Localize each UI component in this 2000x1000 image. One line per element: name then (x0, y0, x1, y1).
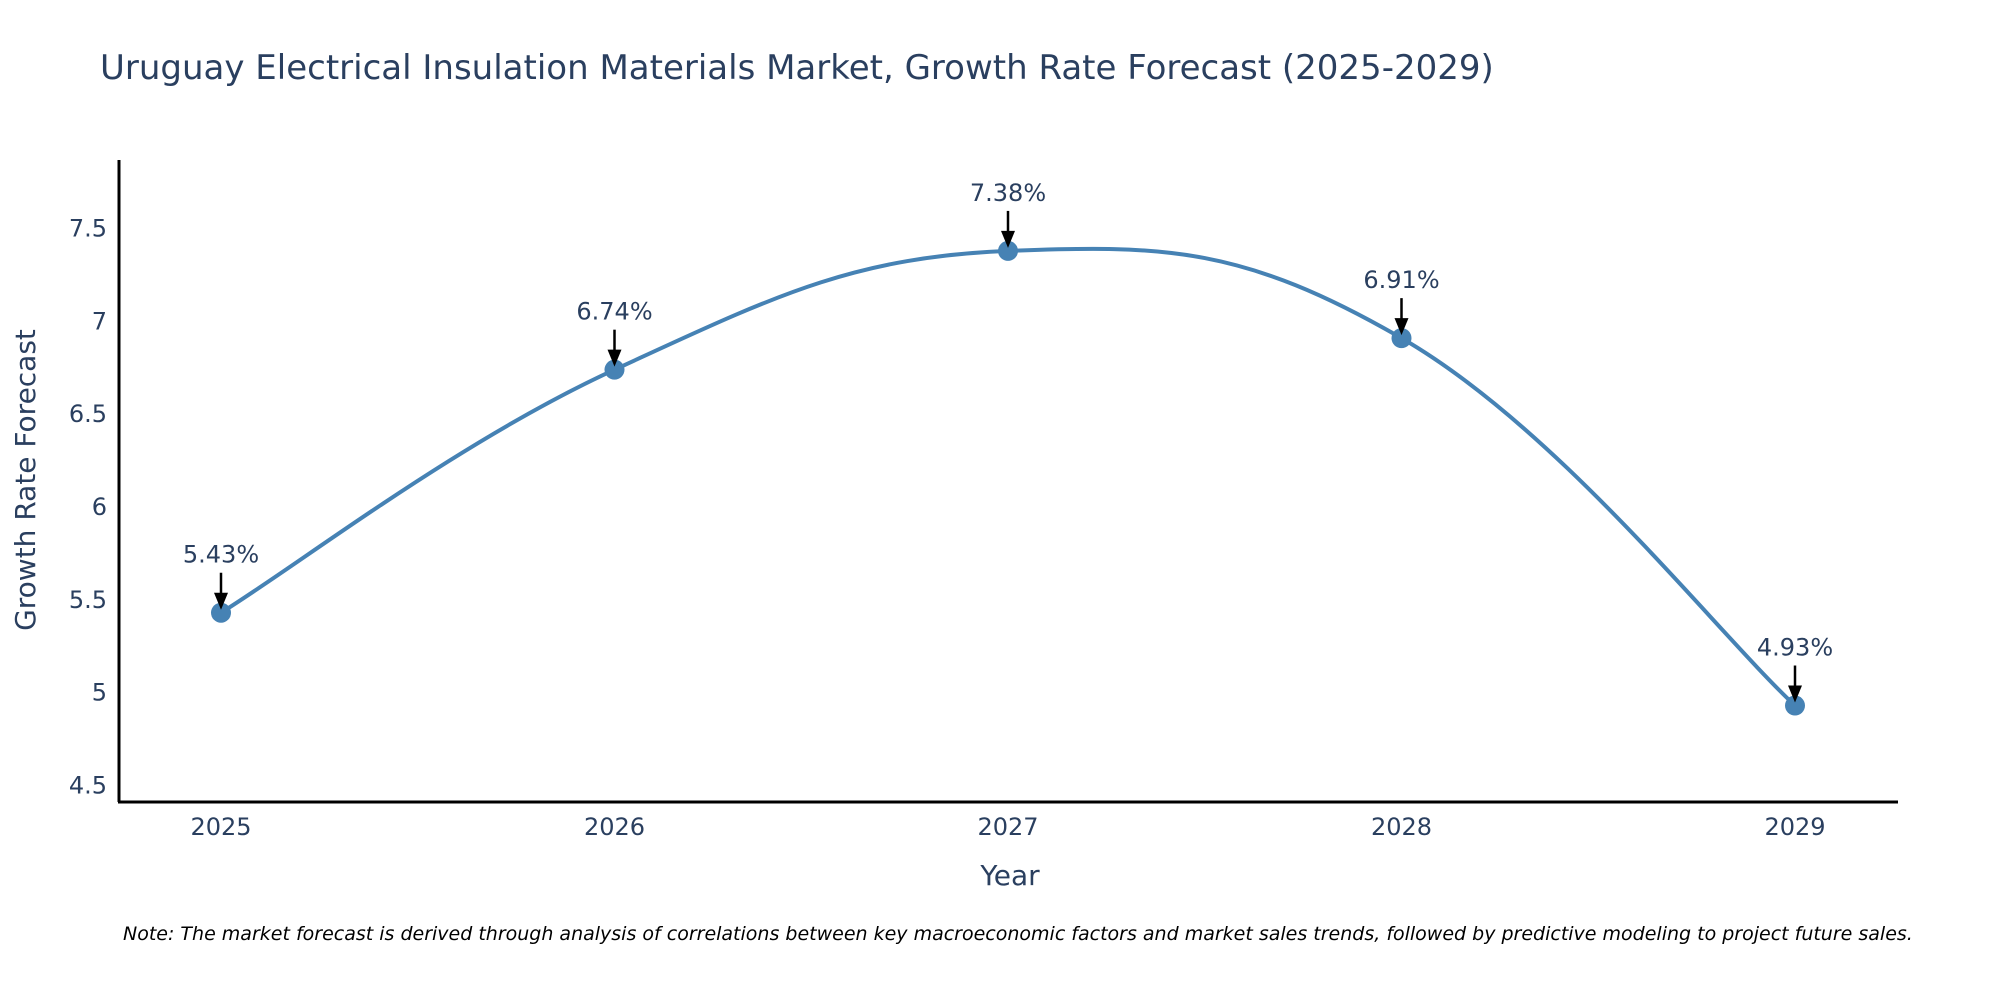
y-tick-label: 5.5 (69, 586, 107, 614)
chart-title: Uruguay Electrical Insulation Materials … (100, 48, 1494, 88)
y-tick-label: 6.5 (69, 400, 107, 428)
x-tick-label: 2027 (977, 813, 1038, 841)
data-label: 7.38% (970, 179, 1046, 207)
data-point (211, 602, 231, 623)
data-point (998, 240, 1018, 261)
data-markers (211, 240, 1805, 716)
x-tick-label: 2025 (190, 813, 251, 841)
x-axis-ticks: 2025 2026 2027 2028 2029 (190, 813, 1825, 841)
annotation-arrow-head (607, 349, 622, 367)
data-label: 5.43% (183, 541, 259, 569)
y-tick-label: 6 (92, 493, 107, 521)
footnote: Note: The market forecast is derived thr… (123, 923, 1913, 945)
y-tick-label: 7.5 (69, 215, 107, 243)
y-tick-label: 7 (92, 307, 107, 335)
annotation-arrow-head (1001, 230, 1015, 248)
x-axis-title: Year (979, 859, 1040, 892)
data-label: 6.74% (576, 298, 652, 326)
annotation-arrow-head (1788, 685, 1802, 703)
data-labels: 5.43% 6.74% 7.38% 6.91% 4.93% (183, 179, 1833, 703)
x-tick-label: 2029 (1764, 813, 1825, 841)
annotation-arrow-head (214, 592, 228, 610)
x-tick-label: 2028 (1371, 813, 1432, 841)
y-axis-title: Growth Rate Forecast (9, 329, 42, 631)
y-tick-label: 5 (92, 679, 107, 707)
y-axis-ticks: 4.5 5 5.5 6 6.5 7 7.5 (69, 215, 107, 800)
annotation-arrow-head (1394, 318, 1409, 336)
data-point (1391, 328, 1412, 349)
data-point (1785, 695, 1805, 716)
y-tick-label: 4.5 (69, 771, 107, 799)
data-point (604, 359, 625, 380)
x-tick-label: 2026 (584, 813, 645, 841)
series-line (219, 246, 1797, 707)
data-label: 4.93% (1757, 634, 1833, 662)
data-label: 6.91% (1363, 266, 1439, 294)
